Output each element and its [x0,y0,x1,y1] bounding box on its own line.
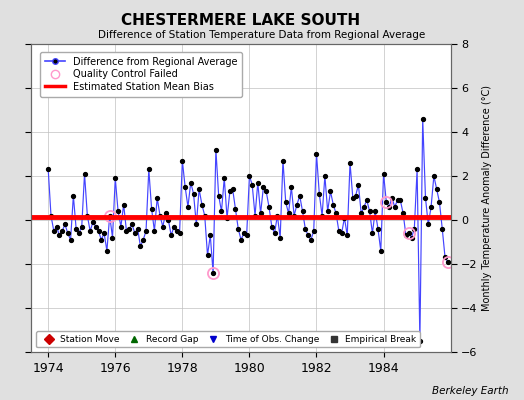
Y-axis label: Monthly Temperature Anomaly Difference (°C): Monthly Temperature Anomaly Difference (… [482,85,492,311]
Text: Berkeley Earth: Berkeley Earth [432,386,508,396]
Text: Difference of Station Temperature Data from Regional Average: Difference of Station Temperature Data f… [99,30,425,40]
Legend: Station Move, Record Gap, Time of Obs. Change, Empirical Break: Station Move, Record Gap, Time of Obs. C… [36,331,420,348]
Title: CHESTERMERE LAKE SOUTH: CHESTERMERE LAKE SOUTH [122,12,361,28]
